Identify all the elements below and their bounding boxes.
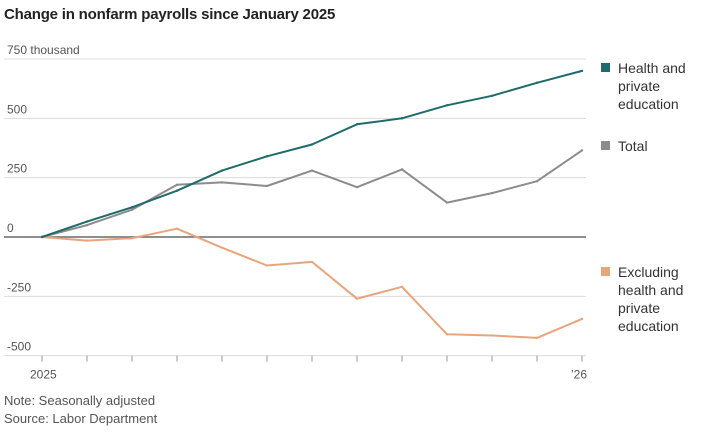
data-point: [355, 185, 359, 189]
data-point: [535, 180, 539, 183]
data-point: [85, 223, 89, 227]
legend-label: education: [618, 96, 679, 112]
data-point: [535, 81, 539, 84]
data-point: [490, 334, 494, 337]
data-point: [310, 260, 314, 264]
series-line-2: [41, 227, 583, 339]
y-axis-ticks: 750 thousand 500 250 0 -250 -500: [7, 43, 80, 354]
legend-swatch: [601, 63, 610, 72]
data-point: [85, 220, 89, 223]
chart-title: Change in nonfarm payrolls since January…: [4, 6, 336, 23]
data-point: [40, 235, 44, 239]
data-point: [535, 336, 539, 340]
data-point: [400, 285, 404, 289]
data-point: [220, 169, 224, 172]
data-point: [580, 317, 584, 321]
data-point: [310, 143, 314, 146]
y-tick-label: -250: [7, 280, 31, 294]
data-point: [265, 184, 269, 188]
source-text: Source: Labor Department: [4, 411, 158, 426]
data-point: [445, 104, 449, 107]
data-point: [445, 201, 449, 204]
legend-swatch: [601, 267, 610, 276]
data-point: [85, 239, 89, 242]
legend: Health and private education Total Excluding…: [601, 60, 686, 334]
y-tick-label: 500: [7, 102, 27, 116]
data-point: [130, 236, 134, 240]
legend-label: private: [618, 300, 660, 316]
series-line-1: [41, 149, 583, 238]
data-point: [220, 181, 224, 184]
legend-label: Total: [618, 138, 648, 154]
legend-label: Health and: [618, 60, 686, 76]
y-tick-label: 0: [7, 221, 14, 235]
y-tick-label: -500: [7, 340, 31, 354]
x-tick-label: 2025: [30, 368, 57, 382]
x-tick-label: ’26: [571, 368, 587, 382]
chart-notes: Note: Seasonally adjusted Source: Labor …: [4, 392, 157, 428]
legend-label: Excluding: [618, 264, 679, 280]
data-point: [130, 206, 134, 209]
legend-label: education: [618, 318, 679, 334]
y-tick-label: 250: [7, 162, 27, 176]
legend-swatch: [601, 141, 610, 150]
data-point: [265, 155, 269, 158]
x-axis-ticks: 2025 ’26: [30, 355, 587, 382]
data-point: [265, 264, 269, 267]
note-text: Note: Seasonally adjusted: [4, 393, 156, 408]
data-point: [175, 183, 179, 186]
series-lines: [40, 69, 584, 340]
y-tick-label: 750 thousand: [7, 43, 80, 57]
data-point: [490, 94, 494, 98]
data-point: [400, 168, 404, 171]
data-point: [175, 227, 179, 230]
data-point: [310, 169, 314, 172]
data-point: [445, 333, 449, 336]
data-point: [580, 149, 584, 152]
data-point: [400, 117, 404, 120]
legend-label: private: [618, 78, 660, 94]
data-point: [130, 208, 134, 211]
data-point: [355, 297, 359, 300]
data-point: [220, 246, 224, 249]
data-point: [490, 191, 494, 195]
grid-lines: [4, 58, 586, 357]
data-point: [580, 69, 584, 73]
data-point: [175, 189, 179, 192]
data-point: [355, 123, 359, 126]
legend-label: health and: [618, 282, 683, 298]
